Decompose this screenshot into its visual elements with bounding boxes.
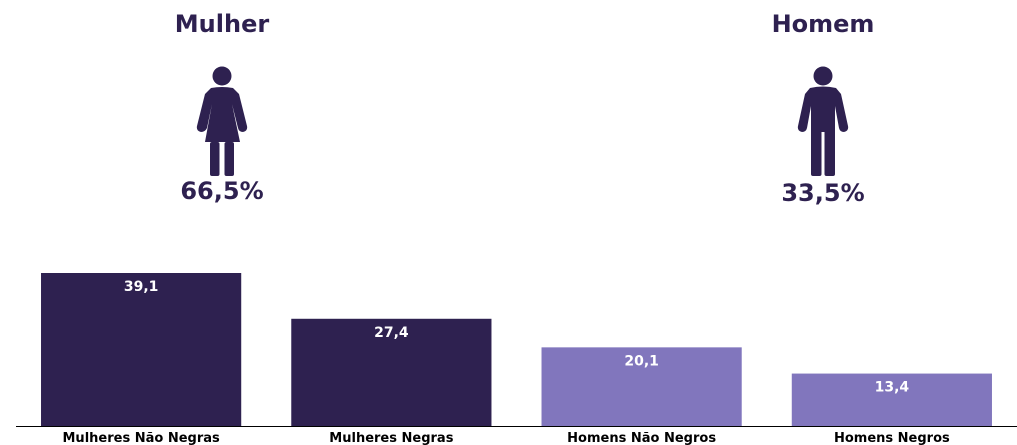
category-tick-label: Mulheres Não Negras bbox=[63, 431, 221, 445]
category-tick-label: Mulheres Negras bbox=[329, 431, 453, 445]
bar bbox=[791, 373, 992, 426]
women-group-title: Mulher bbox=[174, 10, 270, 38]
bar bbox=[41, 273, 242, 426]
bar-value-label: 27,4 bbox=[374, 325, 409, 341]
bar-value-label: 20,1 bbox=[624, 353, 659, 369]
men-percentage: 33,5% bbox=[781, 179, 865, 207]
bar bbox=[291, 318, 492, 426]
woman-icon bbox=[196, 66, 248, 176]
bar bbox=[541, 347, 742, 426]
category-tick-label: Homens Negros bbox=[834, 431, 950, 445]
women-percentage: 66,5% bbox=[180, 177, 264, 205]
man-icon bbox=[797, 66, 849, 176]
category-tick-label: Homens Não Negros bbox=[567, 431, 716, 445]
men-group-title: Homem bbox=[771, 10, 875, 38]
bar-value-label: 39,1 bbox=[124, 279, 159, 295]
bar-value-label: 13,4 bbox=[875, 380, 910, 396]
